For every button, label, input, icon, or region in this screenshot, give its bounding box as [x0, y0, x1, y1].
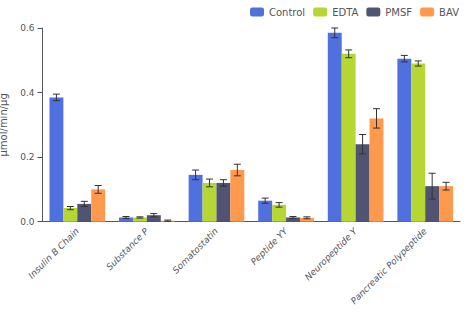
svg-text:Pancreatic Polypeptide: Pancreatic Polypeptide — [349, 226, 429, 306]
svg-text:Insulin B Chain: Insulin B Chain — [26, 226, 81, 281]
svg-text:μmol/min/μg: μmol/min/μg — [0, 93, 9, 156]
svg-text:0.4: 0.4 — [20, 88, 35, 98]
svg-text:Peptide YY: Peptide YY — [249, 225, 291, 267]
svg-text:0.6: 0.6 — [20, 23, 35, 33]
svg-text:PMSF: PMSF — [385, 7, 412, 18]
svg-text:0.0: 0.0 — [20, 217, 35, 227]
svg-text:0.2: 0.2 — [20, 152, 34, 162]
svg-text:BAV: BAV — [439, 7, 459, 18]
svg-text:Substance P: Substance P — [104, 226, 151, 273]
svg-text:Control: Control — [269, 7, 305, 18]
svg-text:EDTA: EDTA — [332, 7, 358, 18]
svg-text:Somatostatin: Somatostatin — [171, 226, 221, 276]
svg-text:Neuropeptide Y: Neuropeptide Y — [303, 225, 360, 282]
